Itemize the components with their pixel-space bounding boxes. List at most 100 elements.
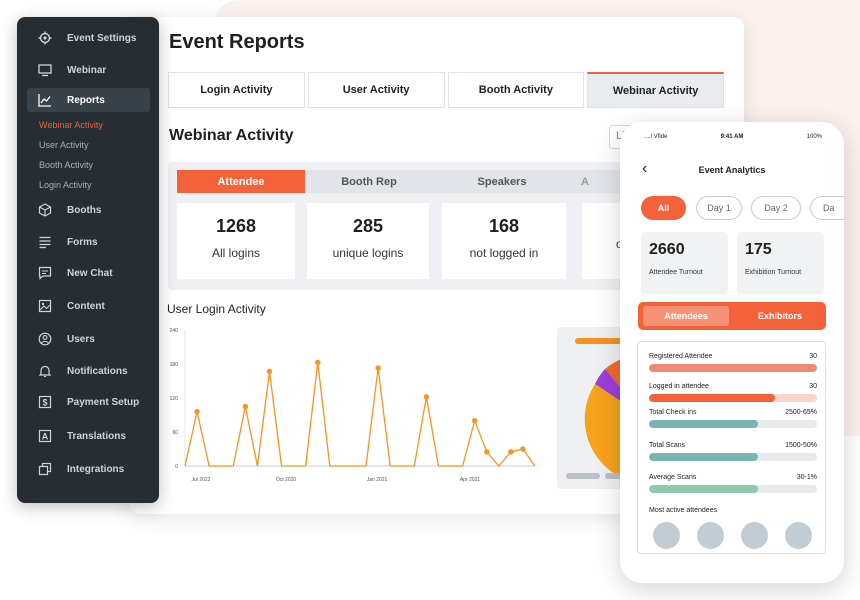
metric-value: 1500-50%	[785, 442, 817, 449]
metric-total-check-ins: Total Check ins 2500-65%	[649, 409, 817, 428]
sidebar-item-label: Notifications	[67, 365, 128, 377]
sidebar-sub-user-activity[interactable]: User Activity	[39, 140, 89, 150]
segment-exhibitors[interactable]: Exhibitors	[757, 311, 802, 321]
stat-value: 2660	[649, 241, 685, 258]
sidebar-item-payment-setup[interactable]: $ Payment Setup	[17, 390, 159, 414]
sidebar-item-notifications[interactable]: Notifications	[17, 359, 159, 383]
svg-text:$: $	[42, 398, 47, 408]
x-tick-label: Jan 2021	[367, 477, 388, 483]
sidebar-sub-webinar-activity[interactable]: Webinar Activity	[39, 120, 103, 130]
metric-label: Total Scans	[649, 442, 686, 449]
y-tick-label: 120	[170, 396, 179, 402]
sidebar-item-label: New Chat	[67, 267, 113, 279]
chat-icon	[37, 265, 53, 281]
bell-icon	[37, 363, 53, 379]
sidebar-sub-booth-activity[interactable]: Booth Activity	[39, 160, 94, 170]
phone-mockup: ....l Vfide 9:41 AM 100% ‹ Event Analyti…	[620, 122, 844, 583]
metric-fill	[649, 453, 759, 461]
monitor-icon	[37, 62, 53, 78]
x-tick-label: Jul 2022	[192, 477, 211, 483]
metric-track	[649, 453, 817, 461]
integrations-icon	[37, 461, 53, 477]
avatar[interactable]	[697, 522, 724, 549]
metric-label: Total Check ins	[649, 409, 697, 416]
sidebar-item-forms[interactable]: Forms	[17, 230, 159, 254]
translate-icon: A	[37, 428, 53, 444]
sidebar-item-content[interactable]: Content	[17, 294, 159, 318]
sidebar-item-label: Users	[67, 333, 95, 345]
tab-user-activity[interactable]: User Activity	[307, 72, 445, 108]
data-point	[520, 446, 526, 452]
chip-day-2[interactable]: Day 2	[751, 196, 801, 220]
series-line	[184, 362, 536, 468]
metric-fill	[649, 364, 817, 372]
status-time: 9:41 AM	[720, 134, 744, 140]
stat-label: not logged in	[469, 246, 539, 260]
sidebar-item-label: Reports	[67, 94, 105, 106]
metric-track	[649, 420, 817, 428]
metric-fill	[649, 420, 759, 428]
sidebar-sub-login-activity[interactable]: Login Activity	[39, 180, 92, 190]
metric-fill	[649, 394, 775, 402]
avatar[interactable]	[785, 522, 812, 549]
stat-label: All logins	[211, 246, 261, 260]
tab-login-activity[interactable]: Login Activity	[168, 72, 305, 108]
sidebar: Event Settings Webinar Reports Webinar A…	[17, 17, 159, 503]
sidebar-item-new-chat[interactable]: New Chat	[17, 261, 159, 285]
tab-booth-activity[interactable]: Booth Activity	[447, 72, 585, 108]
sidebar-item-label: Content	[67, 300, 105, 312]
back-chevron-icon[interactable]: ‹	[642, 160, 648, 177]
sidebar-item-label: Translations	[67, 430, 126, 442]
tab-webinar-activity[interactable]: Webinar Activity	[587, 72, 724, 108]
segment-attendees[interactable]: Attendees	[643, 306, 729, 326]
stat-value: 285	[352, 216, 384, 236]
data-point	[266, 368, 273, 375]
data-point	[242, 403, 249, 410]
metric-label: Logged in attendee	[649, 383, 709, 390]
login-activity-chart: 240 180 120 60 0 Jul 2022 Oct 2020 Jan 2021 Apr …	[170, 328, 536, 483]
report-tabs: Login Activity User Activity Booth Activ…	[168, 72, 724, 108]
sidebar-item-label: Integrations	[67, 463, 125, 475]
sidebar-item-label: Payment Setup	[67, 396, 140, 408]
avatar[interactable]	[741, 522, 768, 549]
data-point	[423, 394, 430, 400]
stat-label: unique logins	[332, 246, 404, 260]
sidebar-item-reports[interactable]: Reports	[27, 88, 150, 112]
metric-logged-in-attendee: Logged in attendee 30	[649, 383, 817, 402]
battery-status: 100%	[806, 134, 822, 140]
sidebar-item-booths[interactable]: Booths	[17, 198, 159, 222]
avatar[interactable]	[653, 522, 680, 549]
stat-label: Exhibition Turnout	[745, 269, 802, 276]
y-tick-label: 0	[175, 464, 178, 470]
sidebar-item-webinar[interactable]: Webinar	[17, 58, 159, 82]
metric-value: 2500-65%	[785, 409, 817, 416]
sidebar-item-integrations[interactable]: Integrations	[17, 457, 159, 481]
data-point	[508, 449, 514, 455]
tab-attendee[interactable]: Attendee	[177, 170, 305, 193]
tab-speakers[interactable]: Speakers	[433, 170, 571, 193]
sidebar-item-translations[interactable]: A Translations	[17, 424, 159, 448]
chip-all[interactable]: All	[641, 196, 686, 220]
metric-average-scans: Average Scans 30-1%	[649, 474, 817, 493]
metric-track	[649, 364, 817, 372]
sidebar-item-label: Booths	[67, 204, 102, 216]
data-point	[484, 449, 490, 455]
chip-day-3[interactable]: Da	[810, 196, 844, 220]
metric-label: Average Scans	[649, 474, 697, 481]
tab-booth-rep[interactable]: Booth Rep	[305, 170, 433, 193]
stat-exhibition-turnout: 175 Exhibition Turnout	[737, 232, 824, 294]
section-title: Webinar Activity	[169, 127, 294, 144]
user-icon	[37, 331, 53, 347]
stat-value: 168	[488, 216, 520, 236]
metric-value: 30	[809, 353, 817, 360]
stat-attendee-turnout: 2660 Attendee Turnout	[641, 232, 728, 294]
image-icon	[37, 298, 53, 314]
chip-day-1[interactable]: Day 1	[696, 196, 742, 220]
sidebar-item-event-settings[interactable]: Event Settings	[17, 26, 159, 50]
sidebar-item-users[interactable]: Users	[17, 327, 159, 351]
y-tick-label: 180	[170, 362, 179, 368]
stat-unique-logins: 285 unique logins	[307, 203, 429, 279]
chart-title: User Login Activity	[167, 302, 266, 316]
stat-label: Attendee Turnout	[649, 269, 703, 276]
